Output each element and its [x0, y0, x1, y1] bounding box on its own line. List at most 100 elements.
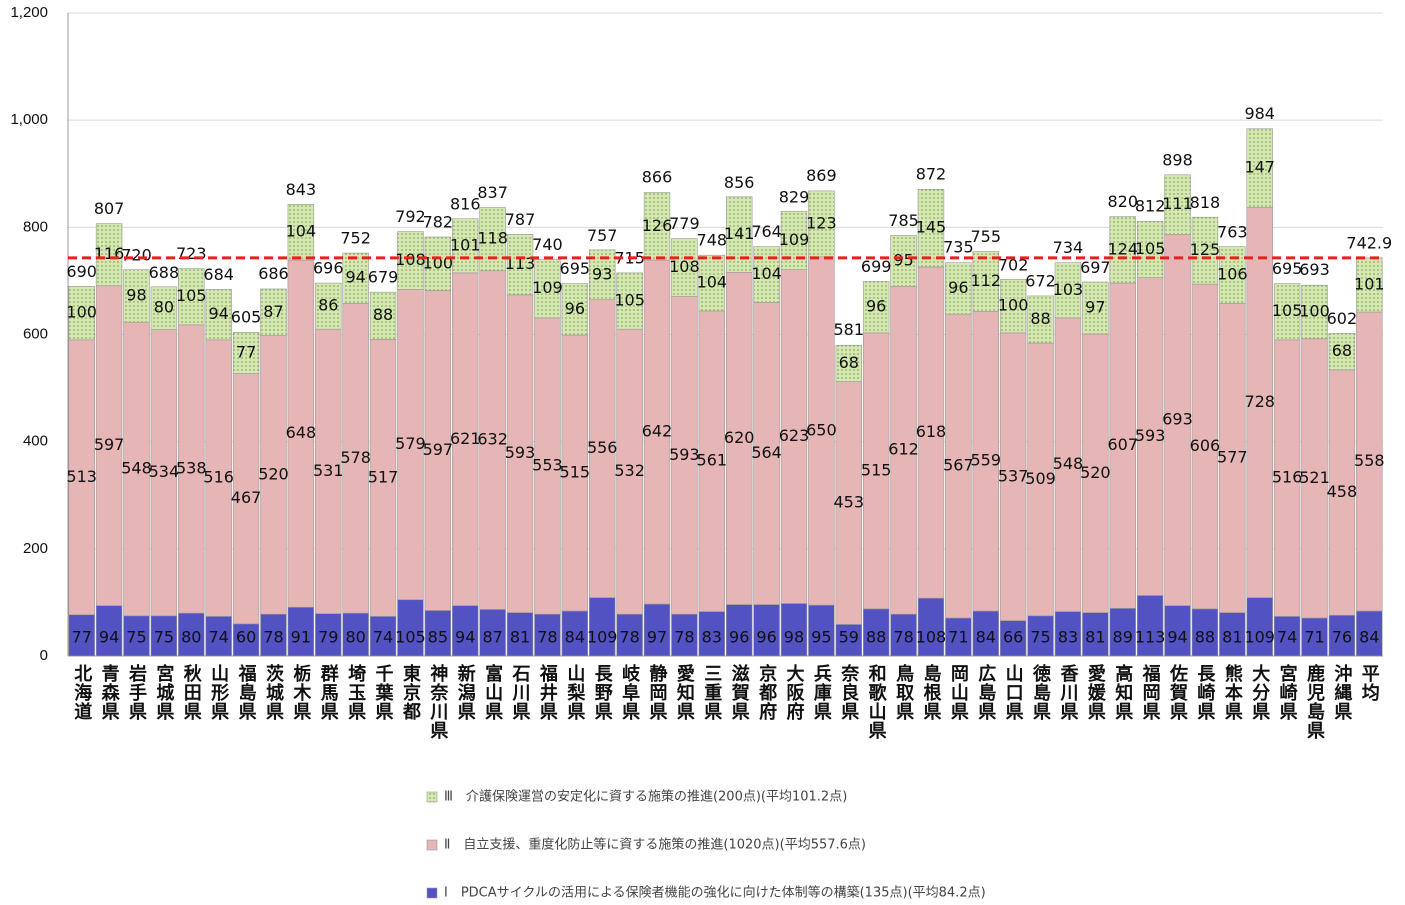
bar-segment	[452, 605, 479, 657]
value-label: 113	[1135, 628, 1166, 647]
y-tick-label: 200	[23, 540, 48, 557]
x-tick-label: 大分県	[1249, 663, 1270, 721]
bar-segment	[1246, 207, 1273, 598]
total-label: 843	[286, 180, 317, 199]
bar-segment	[315, 282, 342, 330]
bar-segment	[68, 339, 95, 616]
total-label: 696	[313, 259, 344, 278]
x-tick-label: 神奈川県	[427, 663, 449, 740]
bar-segment	[68, 614, 95, 657]
value-label: 78	[619, 628, 639, 647]
x-tick-label: 東京都	[400, 663, 422, 721]
value-label: 96	[866, 297, 886, 316]
x-tick-label: 富山県	[482, 663, 503, 721]
y-tick-label: 1,000	[10, 111, 48, 128]
value-label: 105	[1135, 239, 1166, 258]
value-label: 537	[998, 466, 1029, 485]
value-label: 93	[592, 264, 612, 283]
bar-segment	[68, 285, 95, 341]
value-label: 81	[1222, 628, 1242, 647]
value-label: 109	[532, 278, 563, 297]
total-label: 695	[560, 259, 591, 278]
value-label: 577	[1217, 448, 1248, 467]
value-label: 606	[1190, 436, 1221, 455]
value-label: 597	[423, 440, 454, 459]
value-label: 612	[888, 440, 919, 459]
value-label: 515	[861, 460, 892, 479]
value-label: 564	[751, 443, 782, 462]
bar-segment	[725, 196, 753, 273]
bar-segment	[260, 288, 287, 336]
value-label: 593	[669, 445, 700, 464]
bar-segment	[479, 270, 506, 610]
value-label: 116	[94, 244, 125, 263]
value-label: 101	[1354, 274, 1385, 293]
x-tick-label: 千葉県	[373, 664, 395, 721]
value-label: 517	[368, 467, 399, 486]
bar-segment	[1082, 333, 1109, 613]
bar-segment	[725, 272, 753, 605]
bar-segment	[808, 256, 835, 606]
value-label: 513	[66, 467, 97, 486]
bar-segment	[835, 344, 863, 382]
value-label: 109	[1244, 628, 1275, 647]
bar-segment	[1054, 262, 1082, 319]
y-tick-label: 1,200	[10, 4, 48, 21]
total-label: 757	[587, 226, 618, 245]
x-tick-label: 和歌山県	[866, 664, 887, 740]
value-label: 96	[729, 628, 749, 647]
bar-segment	[862, 608, 890, 657]
bar-segment	[369, 339, 397, 617]
y-tick-label: 800	[23, 218, 48, 235]
value-label: 648	[286, 423, 317, 442]
value-label: 618	[916, 422, 947, 441]
bar-segment	[205, 289, 232, 341]
bar-segment	[725, 604, 753, 657]
value-label: 650	[806, 420, 837, 439]
value-label: 68	[839, 353, 859, 372]
value-label: 83	[1058, 628, 1078, 647]
legend-label: Ⅰ PDCAサイクルの活用による保険者機能の強化に向けた体制等の構築(135点)…	[444, 885, 986, 901]
total-label: 748	[697, 231, 728, 250]
value-label: 68	[1332, 341, 1352, 360]
x-tick-label: 広島県	[975, 663, 996, 721]
bar-segment	[643, 259, 671, 605]
total-label: 764	[751, 222, 782, 241]
bar-segment	[698, 611, 726, 657]
bar-segment	[917, 266, 945, 599]
value-label: 553	[532, 456, 563, 475]
bar-segment	[972, 610, 999, 657]
value-label: 520	[258, 464, 289, 483]
value-label: 728	[1244, 392, 1275, 411]
value-label: 113	[505, 254, 536, 273]
bar-segment	[561, 334, 589, 612]
bar-segment	[232, 623, 260, 657]
x-tick-label: 京都府	[756, 663, 778, 721]
bar-segment	[1164, 233, 1191, 606]
x-tick-label: 新潟県	[455, 663, 476, 721]
bar-segment	[671, 613, 698, 657]
total-label: 688	[149, 263, 180, 282]
bar-segment	[506, 294, 534, 613]
value-label: 118	[477, 229, 508, 248]
value-label: 87	[263, 302, 283, 321]
value-label: 71	[948, 628, 968, 647]
total-label: 785	[888, 211, 919, 230]
value-label: 105	[1272, 301, 1303, 320]
x-tick-label: 宮城県	[153, 663, 174, 721]
bar-segment	[1082, 281, 1109, 335]
x-tick-label: 茨城県	[263, 663, 284, 721]
total-label: 837	[477, 183, 508, 202]
bar-segment	[1109, 608, 1136, 657]
total-label: 690	[66, 262, 97, 281]
bar-segment	[1328, 333, 1356, 371]
bar-segment	[369, 291, 397, 340]
bar-segment	[588, 597, 616, 657]
value-label: 112	[970, 271, 1001, 290]
value-label: 66	[1003, 628, 1023, 647]
bar-segment	[178, 268, 205, 326]
value-label: 567	[943, 456, 974, 475]
bar-segment	[780, 269, 808, 604]
value-label: 104	[697, 273, 728, 292]
value-label: 623	[779, 426, 810, 445]
